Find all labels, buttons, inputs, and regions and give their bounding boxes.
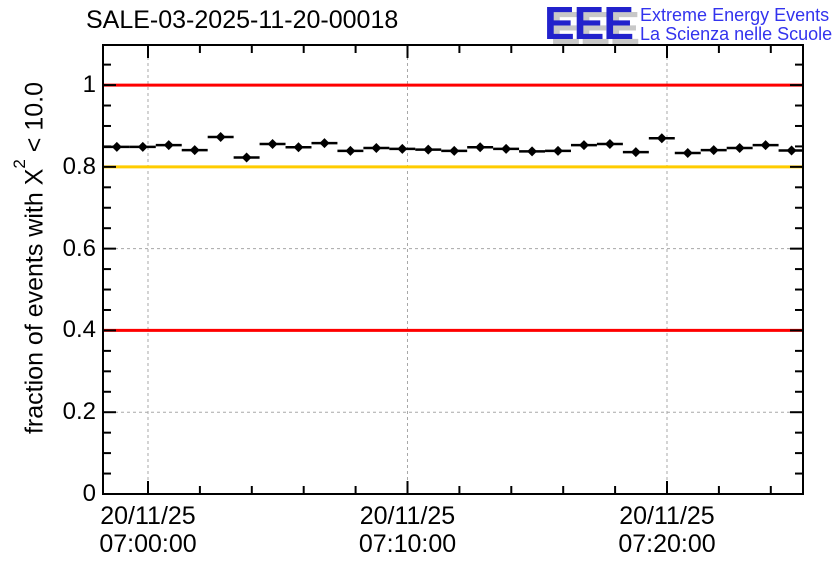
y-tick-label: 1 [82,71,96,99]
data-point [449,145,460,156]
data-point [189,145,200,156]
page-title: SALE-03-2025-11-20-00018 [86,6,399,34]
data-point [630,147,641,158]
logo-acronym: EEE [544,0,634,49]
logo-subtitle: Extreme Energy Events La Scienza nelle S… [640,2,832,44]
x-tick-time: 07:00:00 [99,530,197,558]
y-tick-label: 0.8 [62,152,96,180]
data-point [163,140,174,151]
x-tick-time: 07:10:00 [358,530,457,558]
data-point [319,138,330,149]
axis-frame [102,44,804,495]
data-point [111,141,122,152]
logo-subtitle-line1: Extreme Energy Events [640,5,830,25]
x-tick-date: 20/11/25 [619,502,715,530]
x-tick-label: 20/11/25 07:20:00 [587,502,747,558]
data-point [397,143,408,154]
x-tick-time: 07:20:00 [618,530,716,558]
y-tick-label: 0.2 [62,398,96,426]
y-tick-label: 0.4 [62,316,96,344]
logo-subtitle-line2: La Scienza nelle Scuole [640,24,833,44]
data-point [682,147,693,158]
data-point [345,145,356,156]
data-point [786,145,797,156]
data-point [760,140,771,151]
x-tick-label: 20/11/25 07:10:00 [327,502,487,558]
eee-logo: EEE Extreme Energy Events La Scienza nel… [544,0,832,49]
y-tick-label: 0.6 [62,234,96,262]
data-point [137,141,148,152]
data-point [475,142,486,153]
data-point [553,145,564,156]
data-point [734,143,745,154]
data-point [215,132,226,143]
x-tick-date: 20/11/25 [100,502,196,530]
y-tick-label: 0 [82,480,96,507]
data-point [708,145,719,156]
data-point [267,138,278,149]
data-point [371,143,382,154]
data-point [656,133,667,144]
data-point [604,138,615,149]
data-point [501,143,512,154]
data-point [293,142,304,153]
x-tick-date: 20/11/25 [359,502,456,530]
data-point [241,152,252,163]
data-point [578,140,589,151]
x-tick-label: 20/11/25 07:00:00 [68,502,228,558]
data-point [527,146,538,157]
data-point [423,144,434,155]
